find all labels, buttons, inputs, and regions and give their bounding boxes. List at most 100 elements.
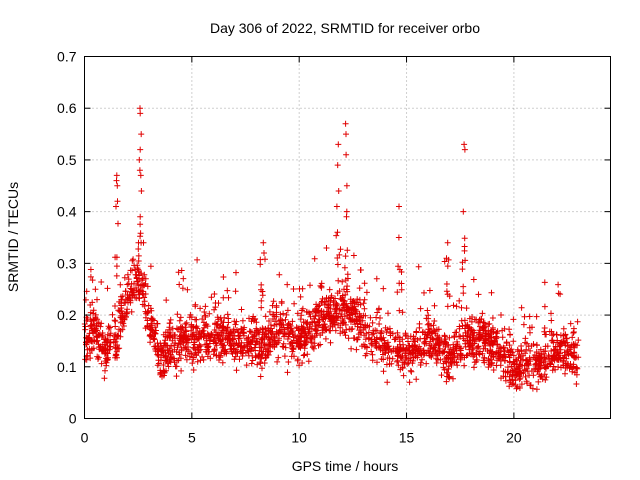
data-point bbox=[522, 350, 529, 357]
data-point bbox=[412, 349, 419, 355]
data-point bbox=[261, 250, 267, 256]
data-point bbox=[482, 323, 489, 330]
data-point bbox=[523, 346, 530, 353]
data-point bbox=[368, 341, 375, 348]
data-point bbox=[343, 151, 350, 158]
data-point bbox=[116, 298, 123, 305]
data-point bbox=[493, 362, 500, 369]
data-point bbox=[489, 324, 496, 331]
data-point bbox=[513, 357, 520, 364]
data-point bbox=[395, 334, 402, 340]
data-point bbox=[351, 318, 358, 324]
data-point bbox=[357, 267, 364, 273]
data-point bbox=[353, 336, 360, 343]
data-point bbox=[254, 338, 261, 345]
data-point bbox=[235, 342, 242, 349]
data-point bbox=[397, 366, 404, 373]
data-point bbox=[427, 334, 434, 341]
data-point bbox=[283, 311, 290, 318]
data-point bbox=[115, 307, 122, 314]
data-point bbox=[226, 333, 233, 339]
data-point bbox=[553, 331, 560, 338]
data-point bbox=[454, 362, 461, 369]
data-point bbox=[573, 381, 580, 387]
data-point bbox=[86, 337, 93, 343]
x-tick-label: 15 bbox=[399, 430, 415, 446]
data-point bbox=[280, 330, 286, 337]
data-point bbox=[373, 275, 380, 282]
data-point bbox=[298, 307, 305, 314]
data-point bbox=[548, 337, 555, 344]
data-point bbox=[459, 259, 466, 266]
data-point bbox=[287, 322, 294, 329]
data-point bbox=[430, 322, 437, 329]
y-tick-label: 0.1 bbox=[57, 359, 77, 375]
data-point bbox=[265, 325, 272, 331]
data-point bbox=[105, 323, 112, 330]
data-point bbox=[548, 328, 555, 335]
x-tick-label: 5 bbox=[188, 430, 196, 446]
data-point bbox=[478, 316, 485, 322]
data-point bbox=[219, 327, 226, 334]
data-point bbox=[245, 352, 252, 359]
data-point bbox=[192, 316, 199, 323]
data-point bbox=[507, 348, 514, 354]
data-point bbox=[480, 324, 486, 331]
data-point bbox=[475, 343, 482, 350]
data-point bbox=[450, 354, 457, 361]
data-point bbox=[90, 307, 97, 314]
data-point bbox=[131, 287, 138, 294]
data-point bbox=[343, 307, 350, 314]
data-point bbox=[486, 320, 493, 327]
data-point bbox=[182, 321, 189, 327]
data-point bbox=[503, 340, 510, 347]
grid bbox=[84, 56, 611, 419]
data-point bbox=[162, 340, 169, 347]
data-point bbox=[260, 239, 267, 246]
data-point bbox=[487, 362, 494, 369]
data-point bbox=[284, 307, 291, 314]
data-point bbox=[137, 213, 144, 220]
data-point bbox=[446, 349, 453, 356]
data-point bbox=[220, 274, 227, 280]
data-point bbox=[276, 327, 283, 334]
data-point bbox=[574, 318, 581, 325]
data-point bbox=[129, 267, 135, 274]
data-point bbox=[235, 335, 242, 342]
data-point bbox=[400, 347, 407, 354]
data-point bbox=[135, 294, 142, 301]
data-point bbox=[146, 333, 153, 339]
data-point bbox=[187, 350, 193, 357]
data-point bbox=[451, 350, 458, 357]
data-point bbox=[344, 275, 351, 282]
data-point bbox=[211, 334, 218, 341]
data-point bbox=[548, 317, 555, 324]
data-point bbox=[380, 285, 387, 292]
data-point bbox=[258, 304, 265, 311]
data-point bbox=[417, 359, 424, 366]
data-point bbox=[333, 232, 340, 239]
data-point bbox=[173, 325, 180, 332]
data-point bbox=[167, 354, 174, 360]
data-point bbox=[433, 326, 440, 333]
data-point bbox=[267, 348, 274, 355]
data-point bbox=[198, 329, 205, 336]
data-point bbox=[501, 325, 508, 332]
data-point bbox=[356, 296, 363, 303]
data-point bbox=[516, 368, 523, 375]
data-point bbox=[543, 365, 549, 372]
data-point bbox=[383, 329, 390, 336]
data-point bbox=[363, 289, 370, 296]
data-point bbox=[343, 182, 350, 189]
data-point bbox=[139, 275, 146, 282]
data-point bbox=[517, 361, 524, 368]
data-point bbox=[168, 343, 175, 349]
data-point bbox=[436, 341, 443, 348]
data-point bbox=[194, 344, 201, 351]
data-point bbox=[218, 318, 225, 325]
data-point bbox=[111, 317, 118, 324]
data-point bbox=[113, 203, 119, 210]
data-point bbox=[179, 285, 186, 292]
data-point bbox=[175, 269, 182, 276]
